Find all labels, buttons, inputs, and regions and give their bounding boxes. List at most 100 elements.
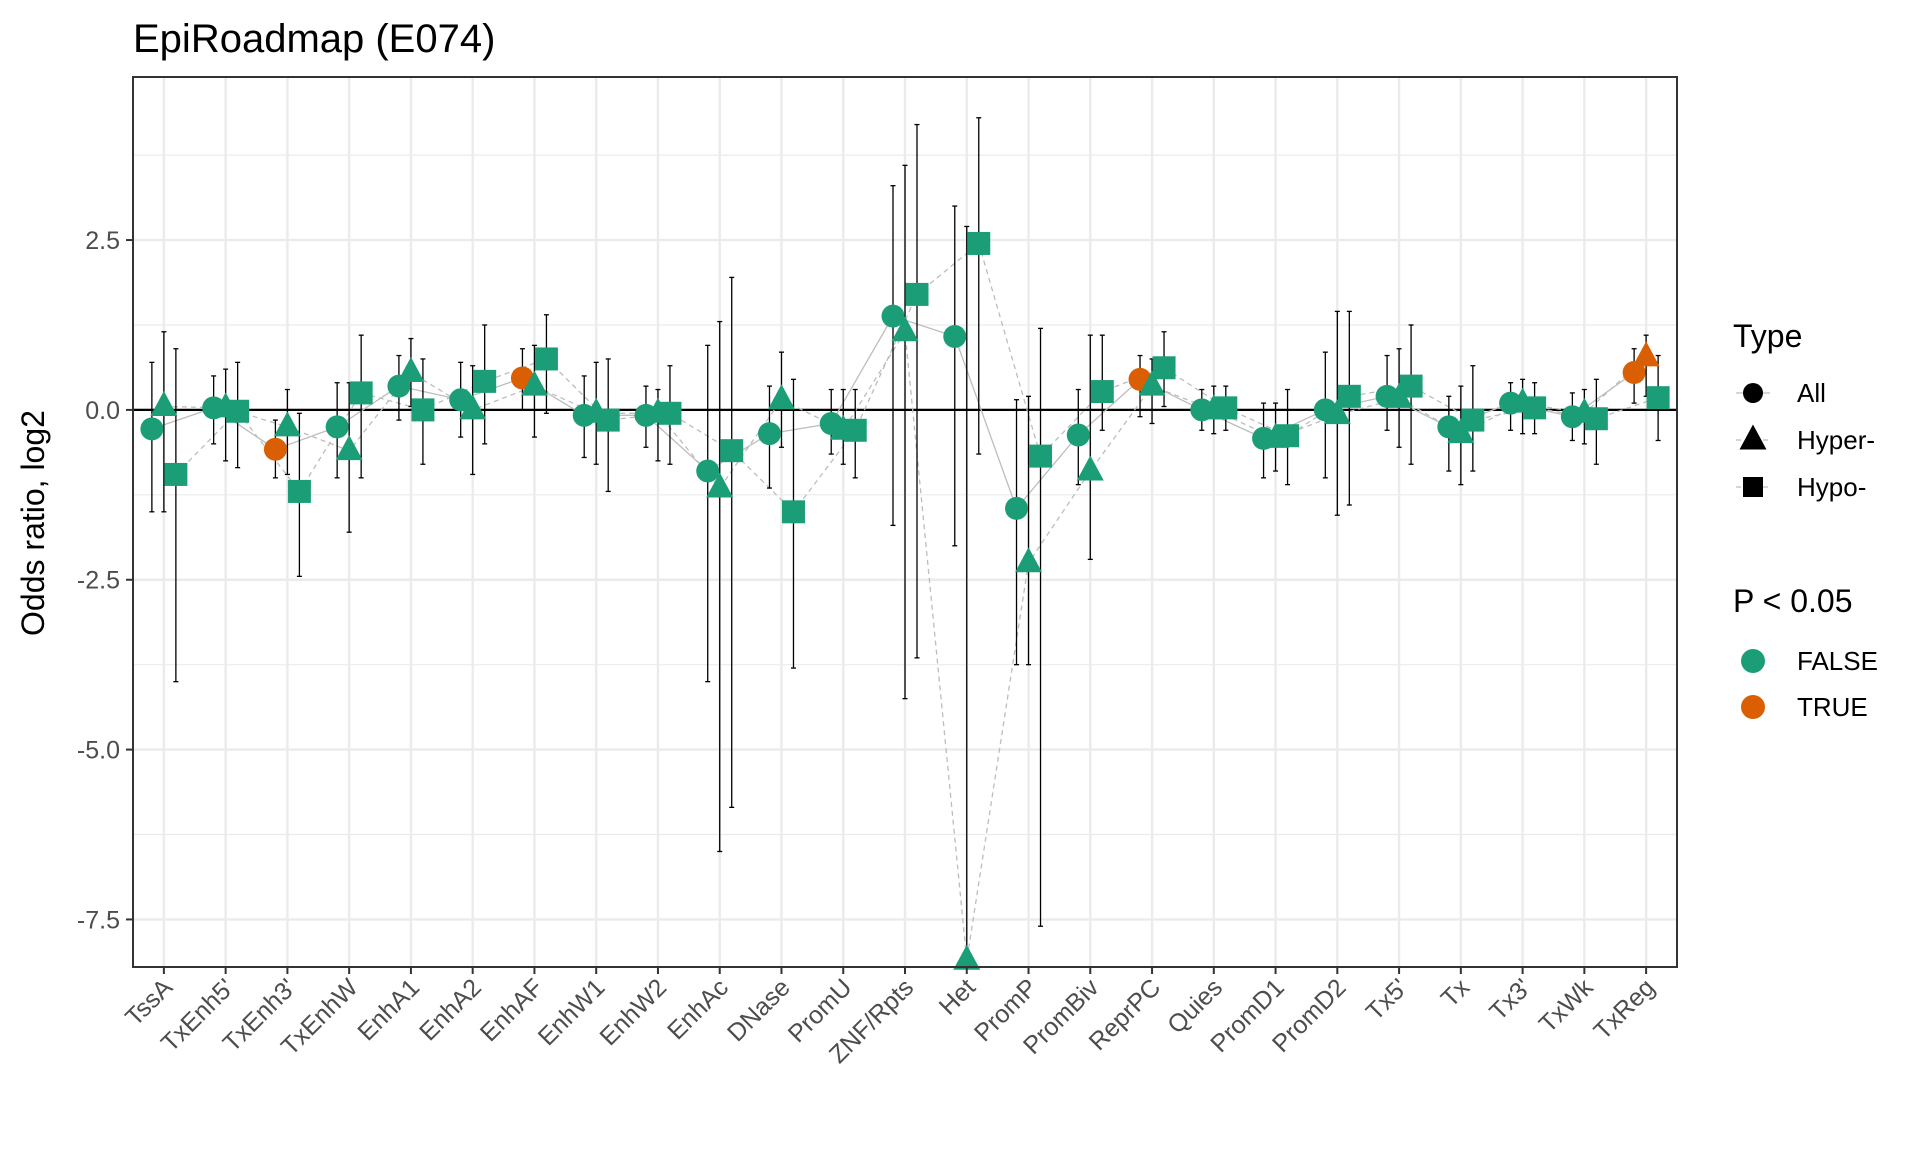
error-bar [358,334,364,479]
x-tick-label: TxReg [1588,973,1660,1045]
error-bar [790,378,796,669]
data-point-square [967,231,991,255]
data-point-square [1584,407,1608,431]
data-point-triangle [397,357,425,383]
error-bar [1014,399,1020,666]
data-point-triangle [459,394,487,420]
data-point-triangle [953,944,981,970]
data-point-circle [263,437,287,461]
legend-key-circle [1743,383,1763,403]
error-bar [717,320,723,853]
error-bar [902,164,908,700]
data-point-triangle [335,435,363,461]
data-point-square [411,398,435,422]
data-point-square [1214,396,1238,420]
data-point-square [1029,444,1053,468]
data-point-square [1523,396,1547,420]
legend-p-label: TRUE [1797,692,1868,722]
data-point-square [1337,384,1361,408]
data-point-circle [1622,361,1646,385]
data-point-triangle [1323,399,1351,425]
error-bar [470,365,476,476]
data-point-triangle [1447,418,1475,444]
error-bar [976,117,982,455]
x-tick-label: Tx [1436,973,1476,1013]
data-point-square [1646,386,1670,410]
data-point-square [1090,380,1114,404]
data-point-square [720,439,744,463]
x-tick-label: EnhW2 [594,973,672,1051]
error-bar [705,344,711,683]
legend-key-color [1741,695,1765,719]
legend-key-triangle [1739,424,1767,450]
x-tick-label: EnhAc [662,973,734,1045]
data-point-circle [449,388,473,412]
x-tick-label: Tx5' [1361,973,1414,1026]
x-tick-label: EnhA2 [414,973,487,1046]
error-bar [1346,310,1352,506]
data-point-triangle [891,316,919,342]
x-tick-label: TxWk [1534,973,1599,1038]
x-tick-label: Het [934,973,981,1020]
legend-p-item: TRUE [1741,692,1868,722]
data-point-square [164,462,188,486]
legend: Type All Hyper- Hypo- P < 0.05 FALSE TRUE [1733,318,1878,722]
error-bar [952,205,958,547]
data-point-triangle [1385,382,1413,408]
error-bar [914,123,920,659]
data-point-triangle [520,370,548,396]
data-point-square [658,401,682,425]
legend-key-color [1741,649,1765,673]
error-bar [173,348,179,683]
data-point-circle [1066,423,1090,447]
data-point-circle [757,422,781,446]
legend-type-item: All [1736,378,1826,408]
legend-p-item: FALSE [1741,646,1878,676]
data-point-triangle [1015,547,1043,573]
legend-type-title: Type [1733,318,1802,354]
y-tick-label: -2.5 [77,567,120,595]
y-tick-label: 2.5 [85,227,120,255]
data-point-square [781,500,805,524]
data-point-triangle [150,391,178,417]
data-point-square [843,418,867,442]
legend-p-label: FALSE [1797,646,1878,676]
data-point-square [1276,424,1300,448]
legend-type-label: All [1797,378,1826,408]
data-point-triangle [767,384,795,410]
legend-p-title: P < 0.05 [1733,583,1853,619]
data-point-square [226,399,250,423]
data-point-triangle [1138,370,1166,396]
data-point-square [287,479,311,503]
data-point-circle [881,304,905,328]
data-point-circle [1005,496,1029,520]
data-point-circle [943,325,967,349]
legend-type-label: Hypo- [1797,472,1866,502]
data-point-circle [696,459,720,483]
error-bar [890,185,896,527]
x-tick-label: DNase [722,973,796,1047]
data-point-triangle [706,472,734,498]
error-bar [1087,334,1093,561]
x-tick-label: EnhA1 [352,973,425,1046]
error-bar [161,331,167,513]
data-point-square [1152,356,1176,380]
data-point-triangle [1076,455,1104,481]
data-point-square [596,408,620,432]
x-tick-label: EnhW1 [533,973,611,1051]
plot-area: 2.50.0-2.5-5.0-7.5TssATxEnh5'TxEnh3'TxEn… [77,76,1678,1069]
legend-type-item: Hyper- [1736,424,1875,455]
y-tick-label: 0.0 [85,397,120,425]
data-point-square [1399,374,1423,398]
y-tick-label: -5.0 [77,737,120,765]
error-bar [1026,395,1032,666]
x-tick-label: Tx3' [1484,973,1537,1026]
data-point-square [905,282,929,306]
data-point-square [1461,408,1485,432]
chart-title: EpiRoadmap (E074) [133,17,495,61]
legend-type-item: Hypo- [1736,472,1866,502]
data-point-square [534,347,558,371]
data-point-square [473,369,497,393]
data-point-square [349,381,373,405]
